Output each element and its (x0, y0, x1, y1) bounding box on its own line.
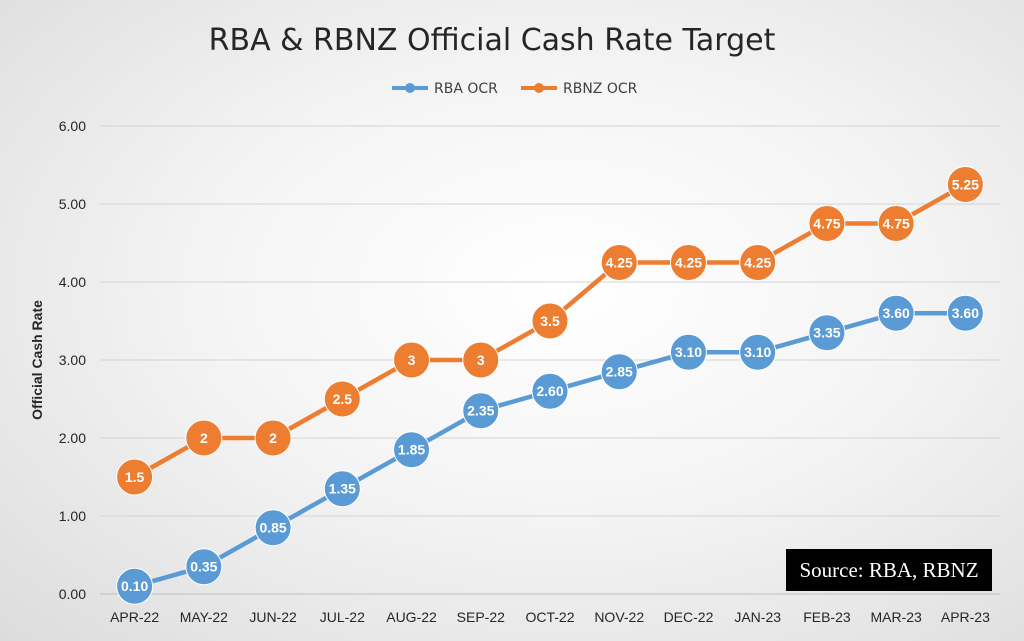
x-tick-label: FEB-23 (803, 609, 851, 625)
rbnz-ocr-point (254, 419, 292, 457)
rbnz-ocr-data-label: 4.25 (744, 255, 771, 271)
legend-label: RBNZ OCR (563, 81, 638, 97)
rbnz-ocr-point (323, 380, 361, 418)
legend-marker (534, 83, 544, 93)
rbnz-ocr-point (116, 458, 154, 496)
rbnz-ocr-data-label: 4.75 (883, 216, 910, 232)
y-tick-label: 2.00 (59, 430, 86, 446)
rbnz-ocr-data-label: 3.5 (540, 313, 560, 329)
rba-ocr-data-label: 3.60 (952, 305, 979, 321)
rba-ocr-point (323, 470, 361, 508)
x-tick-label: SEP-22 (457, 609, 505, 625)
rbnz-ocr-point (600, 244, 638, 281)
rbnz-ocr-data-label: 4.25 (606, 255, 633, 271)
x-tick-label: AUG-22 (386, 609, 437, 625)
rba-ocr-data-label: 2.35 (467, 403, 494, 419)
rbnz-ocr-point (946, 166, 984, 203)
legend-label: RBA OCR (434, 81, 498, 97)
rba-ocr-point (393, 431, 431, 469)
rba-ocr-point (462, 392, 500, 430)
legend-marker (405, 83, 415, 93)
y-tick-label: 3.00 (59, 352, 86, 368)
y-tick-label: 5.00 (59, 196, 86, 212)
x-tick-label: DEC-22 (664, 609, 714, 625)
rba-ocr-data-label: 2.85 (606, 364, 633, 380)
rba-ocr-data-label: 2.60 (536, 383, 563, 399)
x-tick-label: OCT-22 (525, 609, 574, 625)
x-tick-label: APR-23 (941, 609, 990, 625)
rbnz-ocr-data-label: 2.5 (333, 391, 353, 407)
rbnz-ocr-point (877, 205, 915, 242)
rbnz-ocr-point (462, 341, 500, 379)
rbnz-ocr-point (185, 419, 223, 457)
chart-title: RBA & RBNZ Official Cash Rate Target (209, 23, 776, 58)
rba-ocr-point (808, 314, 846, 352)
x-tick-label: JUN-22 (249, 609, 297, 625)
y-tick-label: 1.00 (59, 508, 86, 524)
rba-ocr-data-label: 0.35 (190, 559, 217, 575)
y-axis-ticks: 0.00 1.00 2.00 3.00 4.00 5.00 6.00 (59, 118, 86, 602)
rba-ocr-data-label: 3.35 (813, 325, 840, 341)
x-tick-label: MAR-23 (870, 609, 922, 625)
rba-ocr-point (254, 509, 292, 547)
rbnz-ocr-data-label: 4.75 (813, 216, 840, 232)
rba-ocr-point (946, 294, 984, 332)
rba-ocr-point (185, 548, 223, 586)
rba-ocr-data-label: 1.85 (398, 442, 425, 458)
rba-ocr-data-label: 0.10 (121, 578, 148, 594)
rba-ocr-point (531, 372, 569, 410)
x-tick-label: JAN-23 (734, 609, 781, 625)
rba-ocr-data-label: 0.85 (259, 520, 286, 536)
y-tick-label: 0.00 (59, 586, 86, 602)
y-axis-title: Official Cash Rate (29, 300, 45, 420)
rba-ocr-point (600, 353, 638, 391)
gridlines (100, 125, 1000, 595)
rba-ocr-point (116, 567, 154, 605)
rba-ocr-data-label: 1.35 (329, 481, 356, 497)
rba-ocr-point (877, 294, 915, 332)
rbnz-ocr-data-label: 2 (200, 430, 208, 446)
rba-ocr-data-label: 3.10 (744, 344, 771, 360)
x-tick-label: JUL-22 (320, 609, 365, 625)
x-tick-label: APR-22 (110, 609, 159, 625)
rbnz-ocr-point (808, 205, 846, 242)
legend: RBA OCR RBNZ OCR (392, 81, 638, 97)
series-layer: 0.10 0.35 0.85 1.35 1.85 2.35 2.60 2.85 3.10 3.10… (116, 166, 984, 605)
x-tick-label: NOV-22 (594, 609, 644, 625)
rbnz-ocr-data-label: 1.5 (125, 469, 145, 485)
y-tick-label: 6.00 (59, 118, 86, 134)
rba-ocr-data-label: 3.10 (675, 344, 702, 360)
rbnz-ocr-data-label: 2 (269, 430, 277, 446)
rbnz-ocr-point (531, 302, 569, 340)
x-tick-label: MAY-22 (180, 609, 228, 625)
rbnz-ocr-data-label: 5.25 (952, 177, 979, 193)
rbnz-ocr-data-label: 3 (408, 352, 416, 368)
rba-ocr-data-label: 3.60 (883, 305, 910, 321)
source-annotation: Source: RBA, RBNZ (786, 549, 992, 591)
x-axis-ticks: APR-22 MAY-22 JUN-22 JUL-22 AUG-22 SEP-22 OCT-… (110, 609, 990, 625)
rba-ocr-point (739, 333, 777, 371)
rba-ocr-point (669, 333, 707, 371)
y-tick-label: 4.00 (59, 274, 86, 290)
rbnz-ocr-point (393, 341, 431, 379)
rbnz-ocr-point (739, 244, 777, 281)
rbnz-ocr-data-label: 3 (477, 352, 485, 368)
rbnz-ocr-data-label: 4.25 (675, 255, 702, 271)
rbnz-ocr-point (669, 244, 707, 281)
